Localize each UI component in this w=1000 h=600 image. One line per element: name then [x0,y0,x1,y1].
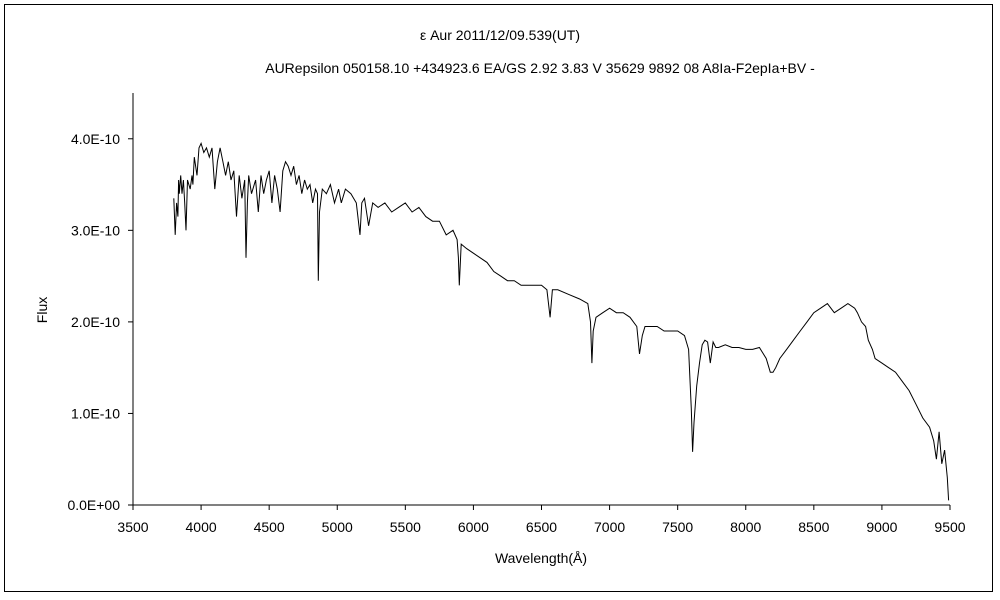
y-tick-label: 0.0E+00 [67,497,120,513]
x-tick-label: 4500 [254,519,285,535]
y-tick-label: 4.0E-10 [71,131,120,147]
series-line-spectrum [173,141,950,501]
x-axis-label: Wavelength(Å) [495,550,587,566]
chart-subtitle: AURepsilon 050158.10 +434923.6 EA/GS 2.9… [265,60,815,76]
x-tick-label: 6500 [526,519,557,535]
x-tick-label: 4000 [186,519,217,535]
y-tick-label: 3.0E-10 [71,222,120,238]
x-tick-label: 6000 [458,519,489,535]
x-tick-label: 9500 [934,519,965,535]
chart-title: ε Aur 2011/12/09.539(UT) [420,27,580,43]
plot-axes [132,93,950,506]
x-tick-label: 8000 [730,519,761,535]
chart-frame [4,4,993,592]
x-tick-label: 7000 [594,519,625,535]
x-tick-label: 5000 [322,519,353,535]
y-axis-label: Flux [34,297,50,323]
x-tick-label: 8500 [798,519,829,535]
x-tick-label: 7500 [662,519,693,535]
x-tick-label: 3500 [117,519,148,535]
y-tick-label: 2.0E-10 [71,314,120,330]
x-tick-label: 9000 [866,519,897,535]
y-tick-label: 1.0E-10 [71,405,120,421]
x-axis-ticks: 3500 4000 4500 5000 5500 6000 6500 7000 7500 8000… [117,505,966,535]
y-axis-ticks: 0.0E+00 1.0E-10 2.0E-10 3.0E-10 4.0E-10 [67,131,133,513]
x-tick-label: 5500 [390,519,421,535]
